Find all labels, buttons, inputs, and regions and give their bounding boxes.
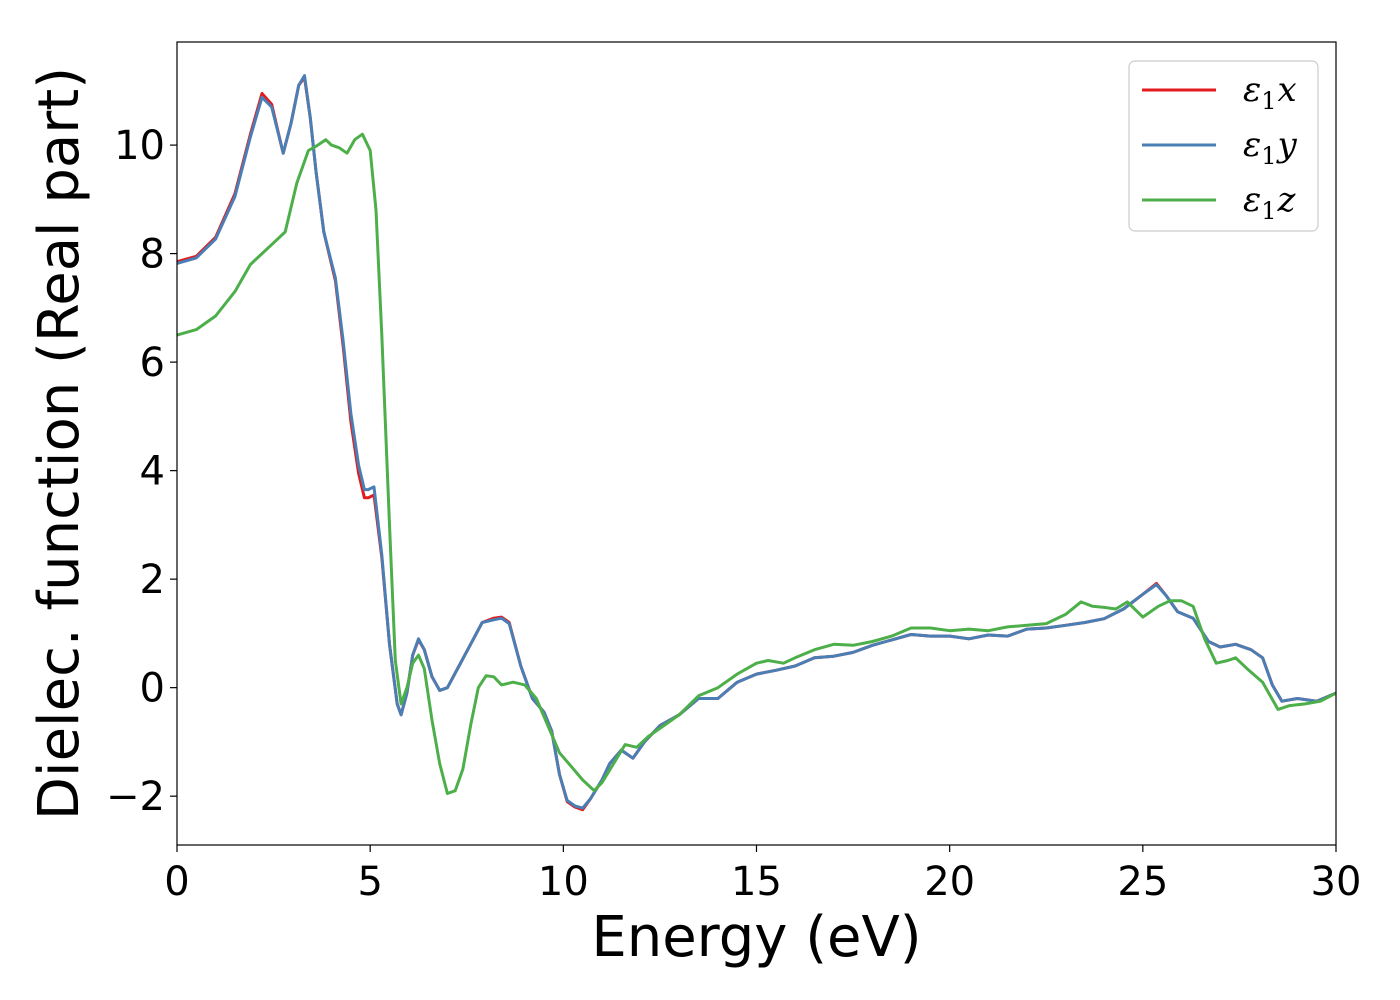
y-tick-label: 8: [140, 232, 165, 278]
legend-label-symbol: ε: [1243, 70, 1261, 110]
legend-label-symbol: ε: [1243, 180, 1261, 220]
y-tick-label: 6: [140, 340, 165, 386]
legend-label: ε1y: [1243, 125, 1298, 170]
legend-label-symbol: ε: [1243, 125, 1261, 165]
series-line-y: [177, 74, 1336, 810]
x-tick-label: 20: [924, 859, 975, 905]
y-tick-label: −2: [106, 774, 165, 820]
series-line-z: [177, 132, 1336, 795]
plot-lines: [177, 74, 1336, 812]
legend-label-component: x: [1278, 70, 1297, 110]
legend-label-component: z: [1277, 180, 1297, 220]
y-axis-ticks: −2 0 2 4 6 8 10: [106, 123, 177, 820]
x-tick-label: 30: [1311, 859, 1362, 905]
legend-label: ε1z: [1243, 180, 1297, 225]
y-tick-label: 10: [114, 123, 165, 169]
x-tick-label: 5: [357, 859, 382, 905]
legend-label: ε1x: [1243, 70, 1297, 115]
y-tick-label: 4: [140, 449, 165, 495]
y-tick-label: 0: [140, 666, 165, 712]
legend-label-component: y: [1276, 125, 1298, 165]
x-axis-title: Energy (eV): [591, 905, 921, 970]
x-axis-ticks: 0 5 10 15 20 25 30: [164, 845, 1361, 905]
x-tick-label: 15: [731, 859, 782, 905]
legend-label-subscript: 1: [1261, 142, 1276, 170]
y-tick-label: 2: [140, 557, 165, 603]
legend-label-subscript: 1: [1261, 197, 1276, 225]
y-axis-title: Dielec. function (Real part): [27, 67, 92, 820]
x-tick-label: 0: [164, 859, 189, 905]
legend-box: [1128, 60, 1319, 232]
x-tick-label: 25: [1117, 859, 1168, 905]
legend-label-subscript: 1: [1261, 87, 1276, 115]
x-tick-label: 10: [538, 859, 589, 905]
